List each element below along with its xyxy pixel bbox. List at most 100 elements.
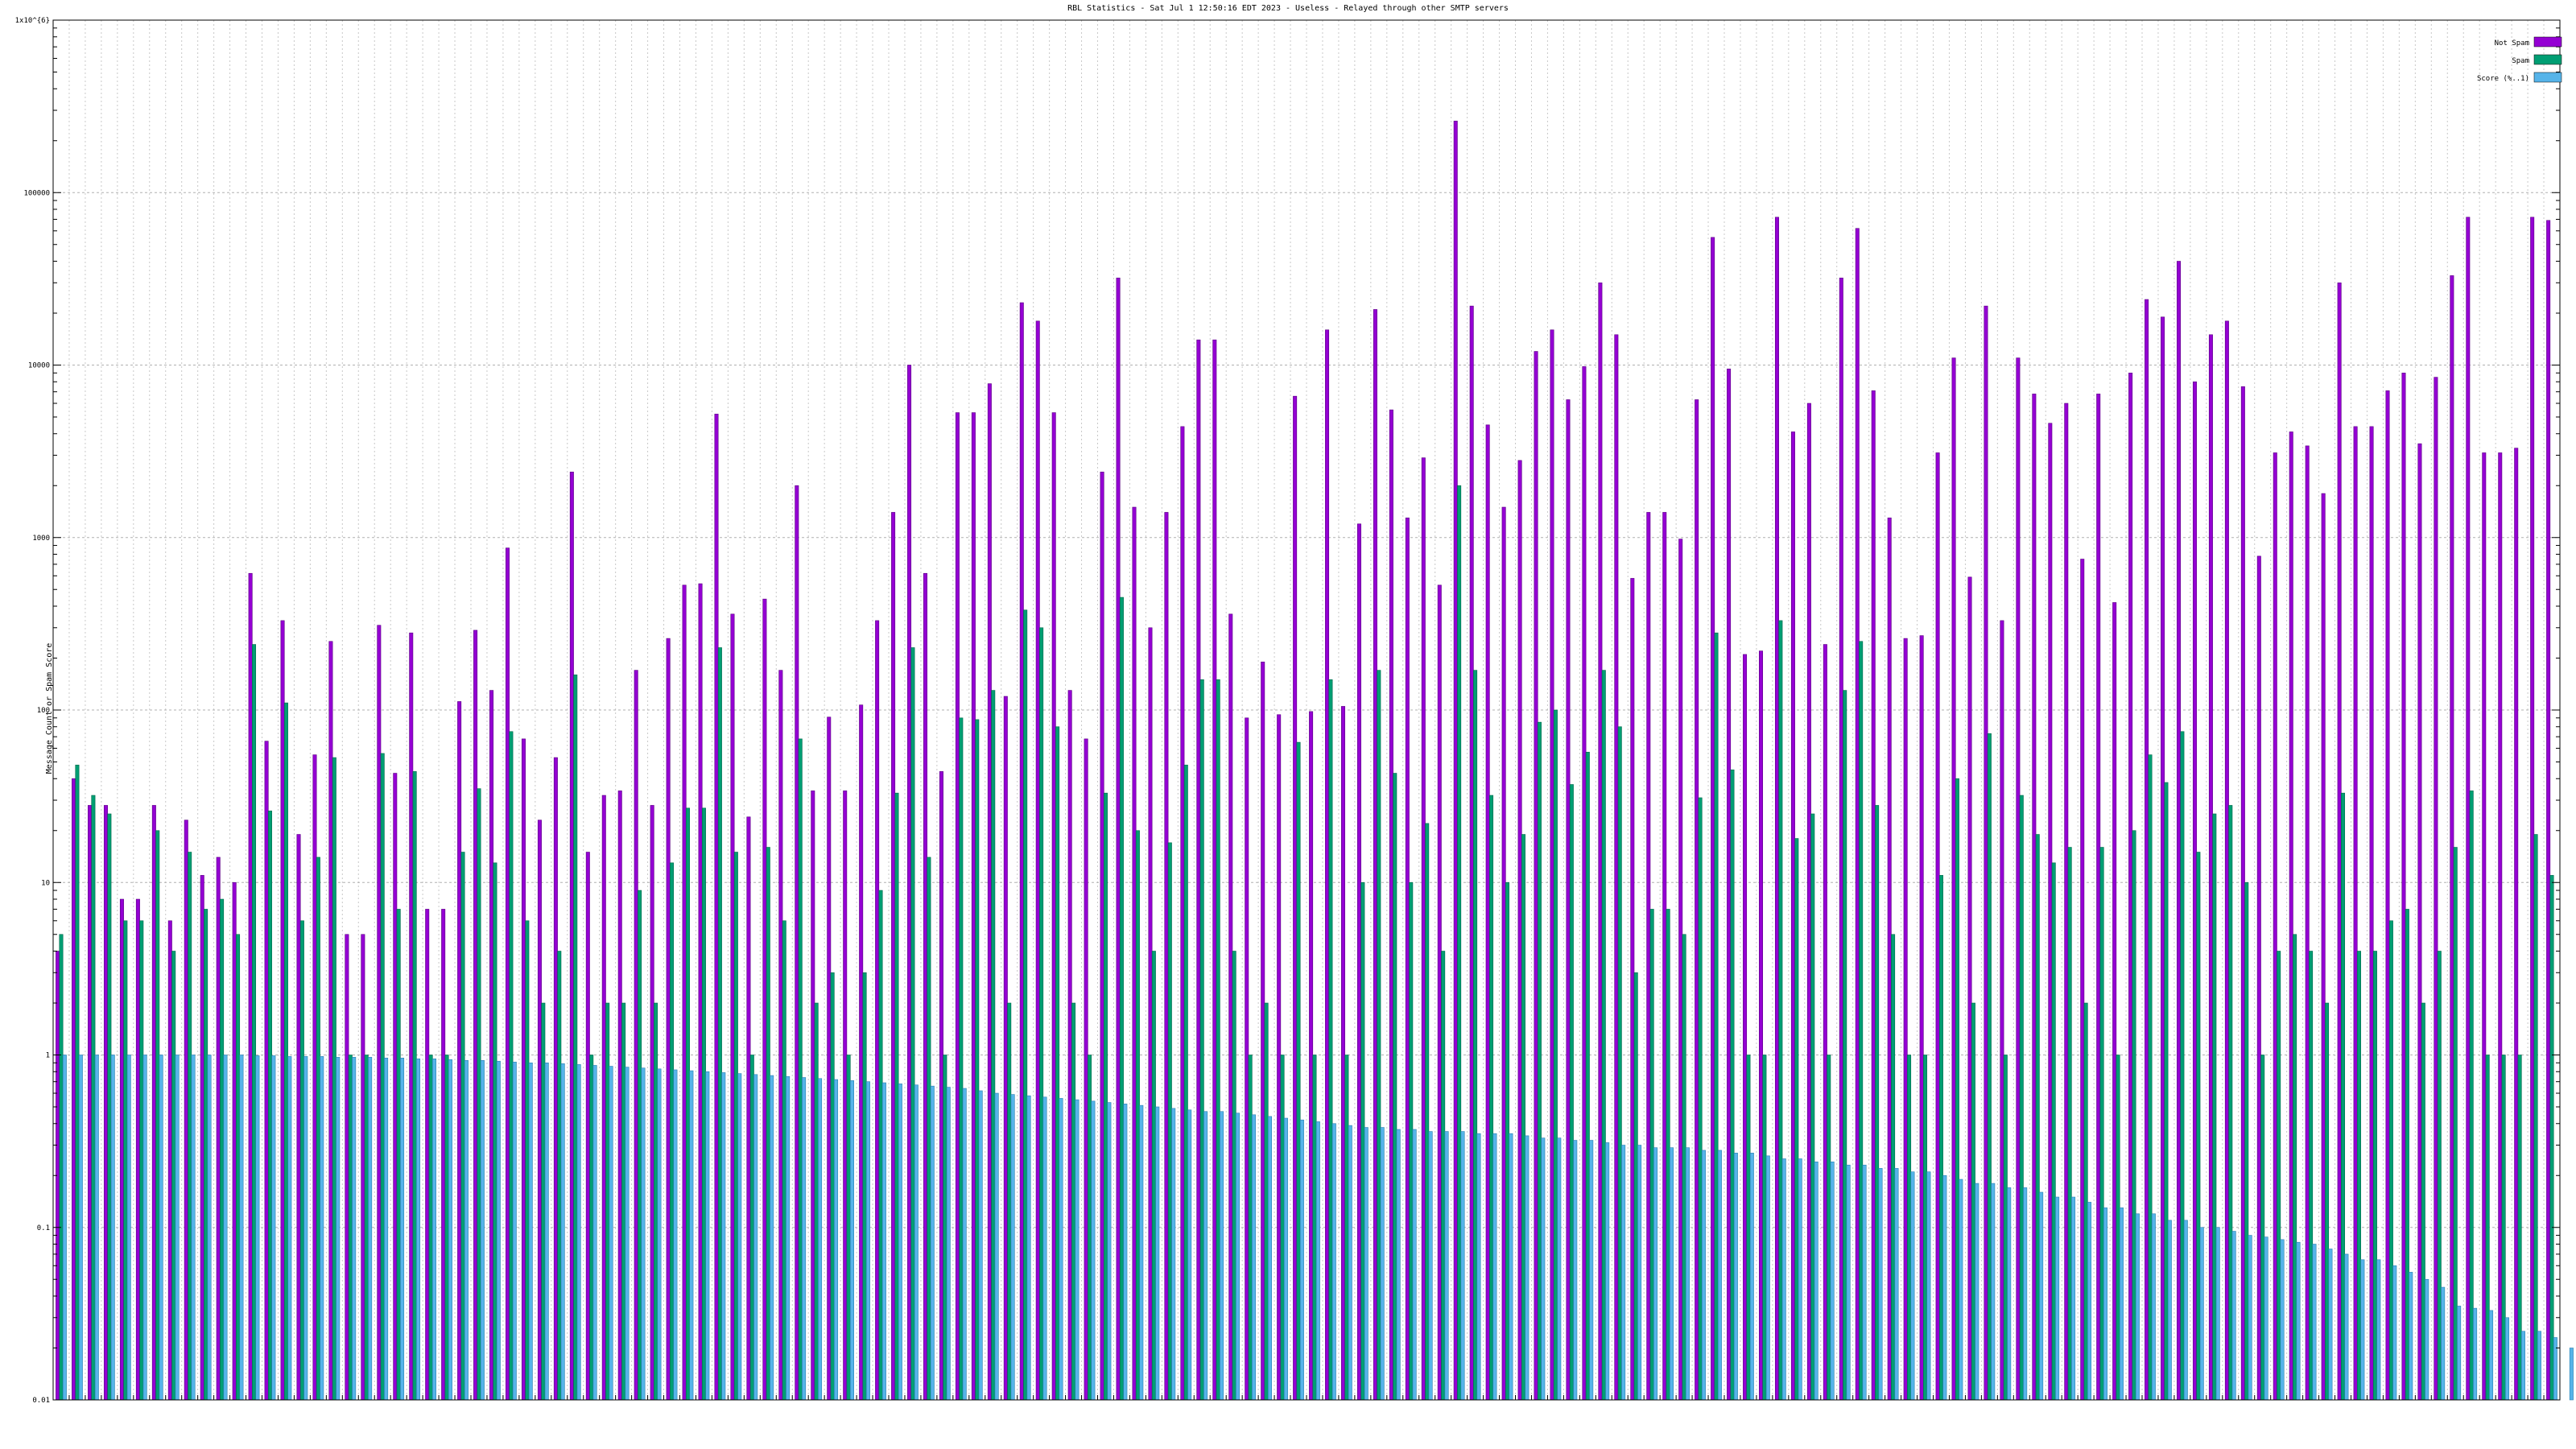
bar-spam-134 — [2196, 852, 2201, 1401]
bar-score-1--133 — [2183, 1220, 2188, 1401]
bar-score-1--40 — [689, 1070, 694, 1401]
y-tick-label: 0.01 — [32, 1397, 50, 1405]
bar-score-1--27 — [480, 1059, 485, 1401]
bar-spam-124 — [2035, 834, 2040, 1401]
bar-spam-111 — [1827, 1055, 1831, 1401]
bar-spam-67 — [1119, 597, 1124, 1401]
bar-not-spam-46 — [778, 670, 783, 1401]
bar-spam-137 — [2244, 881, 2249, 1401]
bar-score-1--84 — [1396, 1129, 1401, 1401]
bar-score-1--153 — [2505, 1317, 2510, 1401]
bar-spam-8 — [171, 951, 176, 1401]
bar-not-spam-50 — [843, 791, 848, 1401]
bar-not-spam-93 — [1534, 351, 1538, 1401]
bar-spam-77 — [1280, 1055, 1285, 1401]
bar-score-1--94 — [1557, 1137, 1562, 1401]
bar-spam-24 — [428, 1055, 433, 1401]
bar-spam-82 — [1360, 881, 1365, 1401]
bar-not-spam-114 — [1871, 390, 1876, 1401]
bar-spam-45 — [766, 847, 770, 1401]
bar-spam-49 — [830, 972, 835, 1401]
bar-score-1--25 — [448, 1059, 452, 1401]
legend-swatch — [2533, 54, 2562, 65]
bar-not-spam-118 — [1935, 452, 1940, 1401]
bar-score-1--132 — [2167, 1220, 2172, 1401]
bar-spam-43 — [733, 852, 738, 1401]
bar-score-1--11 — [223, 1055, 228, 1401]
bar-not-spam-86 — [1421, 457, 1426, 1401]
bar-spam-29 — [509, 731, 514, 1401]
bar-score-1--43 — [737, 1073, 742, 1401]
bar-not-spam-44 — [746, 816, 751, 1401]
bar-not-spam-17 — [312, 754, 317, 1401]
bar-score-1--79 — [1315, 1121, 1320, 1401]
bar-spam-146 — [2388, 920, 2393, 1401]
bar-score-1--109 — [1798, 1158, 1802, 1401]
bar-spam-154 — [2517, 1055, 2522, 1401]
bar-score-1--31 — [544, 1063, 549, 1401]
bar-spam-145 — [2372, 951, 2377, 1401]
bar-score-1--18 — [336, 1057, 341, 1401]
bar-spam-30 — [525, 920, 530, 1401]
bar-spam-14 — [267, 811, 272, 1401]
bar-not-spam-82 — [1356, 523, 1361, 1401]
bar-spam-128 — [2099, 847, 2104, 1401]
bar-not-spam-105 — [1727, 368, 1732, 1401]
bar-score-1--95 — [1573, 1140, 1578, 1401]
legend-swatch — [2533, 36, 2562, 47]
bar-spam-131 — [2148, 754, 2153, 1401]
bar-score-1--129 — [2119, 1208, 2124, 1401]
bar-not-spam-29 — [506, 547, 510, 1401]
bar-spam-57 — [959, 717, 964, 1401]
bar-not-spam-156 — [2546, 220, 2551, 1401]
bar-not-spam-111 — [1823, 644, 1827, 1401]
bar-spam-155 — [2533, 834, 2538, 1401]
y-tick-label: 10 — [41, 879, 50, 887]
bar-spam-31 — [541, 1002, 546, 1401]
bar-spam-89 — [1473, 670, 1478, 1401]
bar-not-spam-39 — [666, 638, 671, 1401]
bar-spam-109 — [1794, 838, 1799, 1401]
bar-score-1--152 — [2489, 1310, 2494, 1401]
bar-spam-3 — [91, 795, 96, 1401]
bar-not-spam-155 — [2530, 217, 2535, 1401]
bar-score-1--111 — [1830, 1161, 1835, 1401]
bar-score-1--42 — [721, 1072, 726, 1401]
bar-not-spam-150 — [2450, 275, 2454, 1401]
bar-not-spam-13 — [248, 572, 253, 1401]
bar-not-spam-124 — [2032, 394, 2037, 1401]
bar-not-spam-85 — [1405, 518, 1410, 1401]
bar-not-spam-6 — [135, 898, 140, 1401]
bar-not-spam-78 — [1293, 395, 1298, 1401]
bar-spam-80 — [1328, 679, 1333, 1401]
bar-score-1--76 — [1267, 1116, 1272, 1401]
bar-spam-20 — [364, 1055, 369, 1401]
bar-not-spam-98 — [1614, 334, 1619, 1401]
bar-not-spam-11 — [216, 857, 221, 1401]
bar-score-1--138 — [2264, 1236, 2268, 1401]
bar-not-spam-61 — [1019, 302, 1024, 1401]
bar-not-spam-153 — [2498, 452, 2503, 1401]
bar-score-1--69 — [1155, 1106, 1160, 1401]
bar-not-spam-33 — [569, 471, 574, 1401]
bar-score-1--100 — [1653, 1147, 1658, 1401]
bar-not-spam-146 — [2385, 390, 2390, 1401]
bar-not-spam-69 — [1148, 627, 1153, 1401]
bar-spam-17 — [316, 857, 320, 1401]
bar-not-spam-133 — [2177, 261, 2182, 1401]
bar-score-1--106 — [1749, 1153, 1754, 1401]
bar-score-1--64 — [1075, 1099, 1080, 1401]
bar-not-spam-5 — [119, 898, 124, 1401]
bar-score-1--134 — [2199, 1227, 2204, 1401]
bar-spam-62 — [1039, 627, 1044, 1401]
bar-not-spam-22 — [393, 773, 398, 1401]
bar-not-spam-23 — [409, 632, 414, 1401]
bar-score-1--15 — [287, 1056, 292, 1401]
bar-score-1--44 — [753, 1074, 758, 1401]
bar-score-1--3 — [94, 1055, 99, 1401]
bar-not-spam-129 — [2112, 602, 2117, 1401]
bar-spam-68 — [1135, 830, 1140, 1401]
bar-score-1--114 — [1878, 1168, 1883, 1401]
bar-score-1--115 — [1894, 1168, 1899, 1401]
bar-spam-61 — [1023, 609, 1028, 1401]
